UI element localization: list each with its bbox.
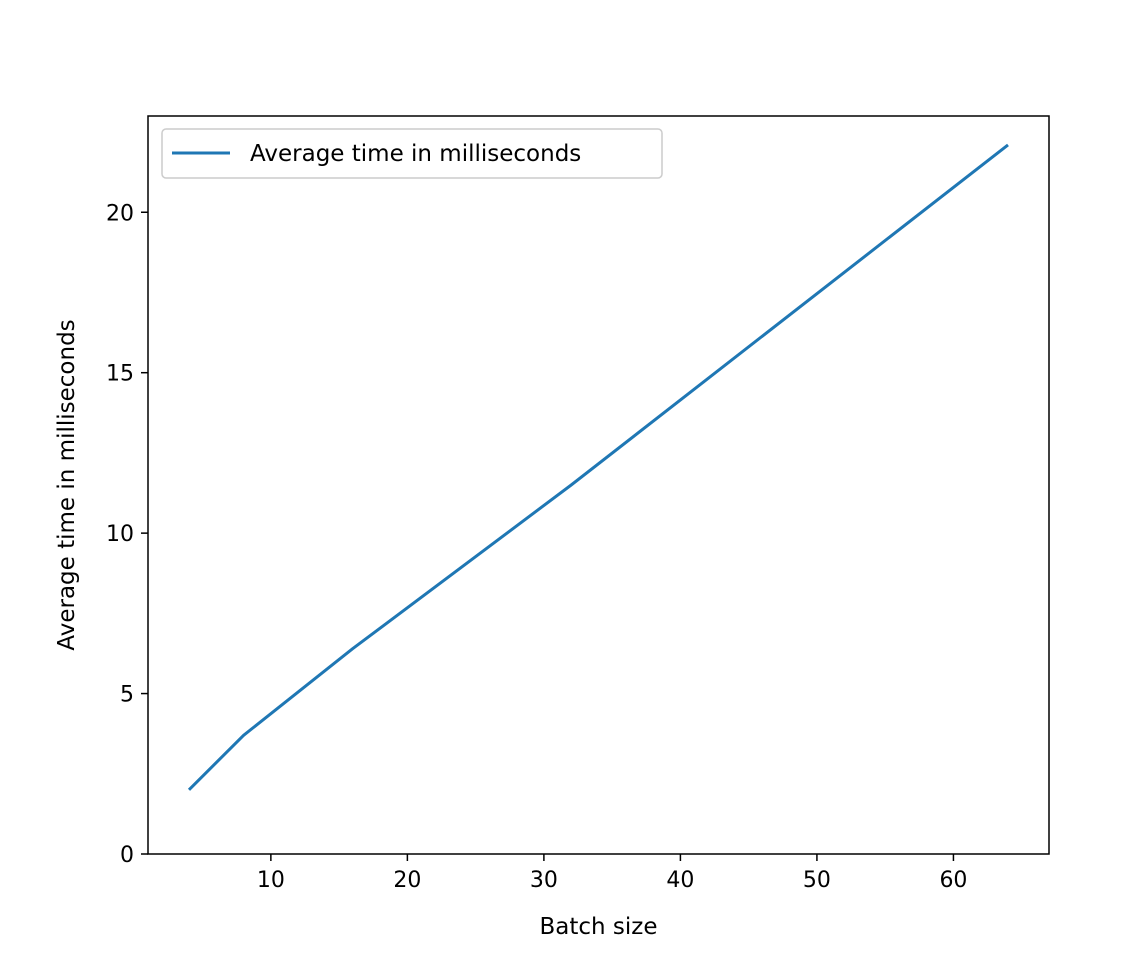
y-tick-label: 0 (120, 843, 134, 868)
x-axis-label: Batch size (539, 914, 657, 940)
y-axis-label: Average time in milliseconds (54, 319, 80, 650)
x-tick-label: 50 (803, 868, 831, 893)
legend-entry-label: Average time in milliseconds (250, 141, 581, 167)
series-line (187, 143, 1009, 791)
plot-area (148, 116, 1049, 854)
y-tick-label: 15 (106, 362, 134, 387)
series-group (187, 143, 1009, 791)
x-tick-label: 20 (393, 868, 421, 893)
x-tick-label: 40 (666, 868, 694, 893)
plot-frame (147, 115, 1050, 855)
y-tick-label: 10 (106, 522, 134, 547)
ticks-group: 10 20 30 40 50 60 0 5 10 15 20 (106, 201, 967, 893)
x-tick-label: 30 (530, 868, 558, 893)
legend: Average time in milliseconds (161, 128, 663, 179)
x-tick-label: 10 (257, 868, 285, 893)
y-tick-label: 20 (106, 201, 134, 226)
x-tick-label: 60 (939, 868, 967, 893)
y-tick-label: 5 (120, 683, 134, 708)
legend-frame (161, 128, 663, 179)
